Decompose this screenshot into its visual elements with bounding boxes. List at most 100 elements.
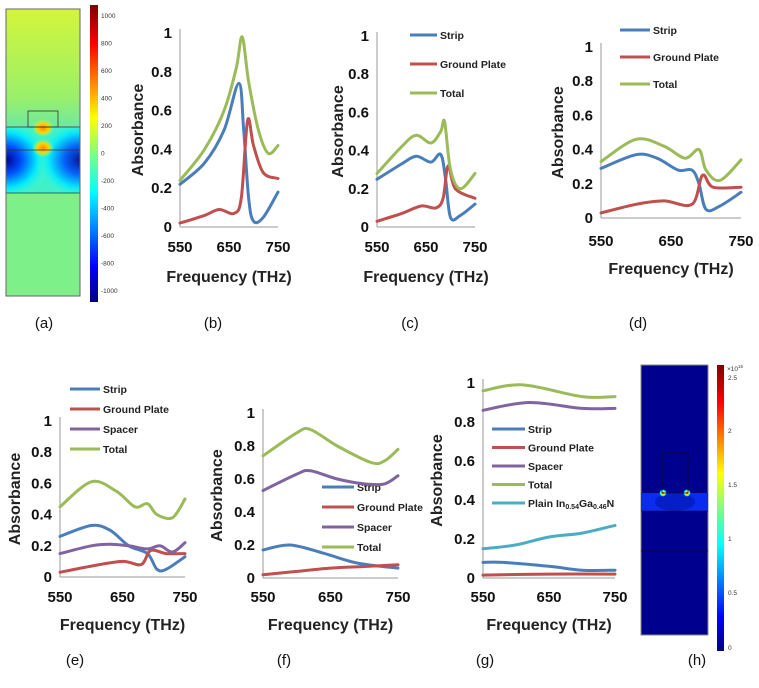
multiplier-exponent: 15 (738, 364, 744, 369)
y-tick-label: 0.8 (31, 444, 52, 461)
series-line-strip (375, 152, 477, 222)
panel-label: (c) (401, 315, 419, 332)
chart-g: 0 0.2 0.4 0.6 0.8 1 550 650 750 Frequency (THz) Ab… (429, 375, 628, 634)
legend-label: Total (357, 542, 381, 554)
panel-label: (g) (476, 652, 494, 669)
colorbar-h-tick: 2 (728, 428, 732, 435)
y-tick-label: 0.2 (348, 181, 369, 198)
y-tick-label: 0.6 (151, 103, 172, 120)
y-tick-label: 0.4 (234, 504, 256, 521)
colorbar-h-tick: 2.5 (728, 375, 737, 382)
legend-label: Total (528, 480, 552, 492)
y-tick-label: 0 (164, 219, 172, 236)
x-tick-label: 750 (265, 239, 290, 256)
y-axis-label: Absorbance (130, 84, 147, 177)
legend-label: Total (440, 88, 464, 100)
colorbar-h-multiplier: ×1015 (727, 364, 744, 373)
legend-label: Strip (103, 384, 127, 396)
legend-label: Plain In0.54Ga0.46N (528, 498, 614, 511)
series-line-strip (599, 152, 743, 213)
x-axis-label: Frequency (THz) (486, 617, 611, 634)
colorbar-a-tick: 400 (101, 96, 112, 103)
series-line-total (599, 137, 743, 183)
y-tick-label: 1 (361, 28, 369, 45)
x-tick-label: 550 (47, 589, 72, 606)
chart-c: 0 0.2 0.4 0.6 0.8 1 550 650 750 Frequency (THz) Ab… (330, 28, 506, 286)
series-line-spacer (58, 541, 187, 556)
x-tick-label: 650 (413, 239, 438, 256)
series-line-ground-plate (599, 173, 743, 215)
colorbar-a-tick: 0 (101, 151, 105, 158)
y-tick-label: 0.4 (31, 507, 53, 524)
chart-b: 0 0.2 0.4 0.6 0.8 1 550 650 750 Frequency (THz) Ab… (130, 25, 292, 286)
series-line-total (178, 35, 280, 182)
y-tick-label: 1 (467, 375, 475, 392)
y-tick-label: 0.8 (572, 73, 593, 90)
series-line-total (261, 426, 400, 466)
x-tick-label: 750 (462, 239, 487, 256)
series-line-plain (481, 523, 617, 551)
colorbar-a-tick: -600 (101, 233, 114, 240)
colorbar-h (717, 365, 724, 651)
colorbar-a-tick: 200 (101, 123, 112, 130)
series-line-ground-plate (178, 117, 280, 225)
colorbar-a-tick: 800 (101, 41, 112, 48)
panel-label: (d) (629, 315, 647, 332)
y-tick-label: 0 (361, 219, 369, 236)
x-tick-label: 650 (658, 233, 683, 250)
x-tick-label: 550 (250, 589, 275, 606)
y-axis-label: Absorbance (429, 434, 446, 527)
series-line-spacer (481, 400, 617, 412)
multiplier-base: ×10 (727, 366, 738, 373)
series-line-total (481, 383, 617, 399)
y-tick-label: 1 (164, 25, 172, 42)
colorbar-h-tick: 0.5 (728, 590, 737, 597)
legend-label: Spacer (357, 522, 392, 534)
y-tick-label: 0.4 (151, 141, 173, 158)
panel-label: (f) (277, 652, 291, 669)
series-line-strip (58, 523, 187, 573)
colorbar-a (90, 5, 98, 302)
legend-label: Strip (440, 30, 464, 42)
x-axis-label: Frequency (THz) (608, 261, 733, 278)
x-axis-label: Frequency (THz) (268, 617, 393, 634)
colorbar-h-ticks: 2.5 2 1.5 1 0.5 0 ×1015 (727, 364, 744, 652)
y-tick-label: 0.6 (348, 104, 369, 121)
x-tick-label: 650 (110, 589, 135, 606)
y-tick-label: 0.8 (151, 64, 172, 81)
y-tick-label: 1 (585, 39, 593, 56)
y-tick-label: 0.2 (454, 531, 475, 548)
y-axis-label: Absorbance (209, 449, 226, 542)
x-tick-label: 750 (172, 589, 197, 606)
x-tick-label: 750 (602, 589, 627, 606)
colorbar-a-tick: -800 (101, 261, 114, 268)
y-tick-label: 0.6 (572, 107, 593, 124)
series-line-total (375, 118, 477, 191)
chart-e: 0 0.2 0.4 0.6 0.8 1 550 650 750 Frequency (THz) Ab… (7, 384, 198, 634)
chart-d: 0 0.2 0.4 0.6 0.8 1 550 650 750 Frequency (THz) Ab… (550, 25, 754, 278)
y-tick-label: 0 (44, 569, 52, 586)
y-tick-label: 1 (44, 413, 52, 430)
y-tick-label: 0.2 (31, 538, 52, 555)
x-tick-label: 650 (318, 589, 343, 606)
legend-label: Ground Plate (357, 502, 423, 514)
colorbar-a-tick: 1000 (101, 13, 116, 20)
field-map-a (5, 5, 98, 302)
y-tick-label: 0.4 (348, 143, 370, 160)
y-tick-label: 0.6 (234, 471, 255, 488)
y-tick-label: 0.2 (572, 176, 593, 193)
y-tick-label: 0.8 (348, 66, 369, 83)
series-line-ground-plate (481, 572, 617, 577)
series-line-ground-plate (58, 548, 187, 574)
x-axis-label: Frequency (THz) (363, 269, 488, 286)
panel-label: (e) (66, 652, 84, 669)
y-tick-label: 0.6 (31, 475, 52, 492)
legend-label: Spacer (528, 461, 563, 473)
x-tick-label: 550 (588, 233, 613, 250)
y-tick-label: 0.8 (454, 414, 475, 431)
series-line-total (58, 479, 187, 521)
y-tick-label: 0.4 (572, 142, 594, 159)
y-tick-label: 0 (467, 570, 475, 587)
y-tick-label: 0.2 (234, 537, 255, 554)
